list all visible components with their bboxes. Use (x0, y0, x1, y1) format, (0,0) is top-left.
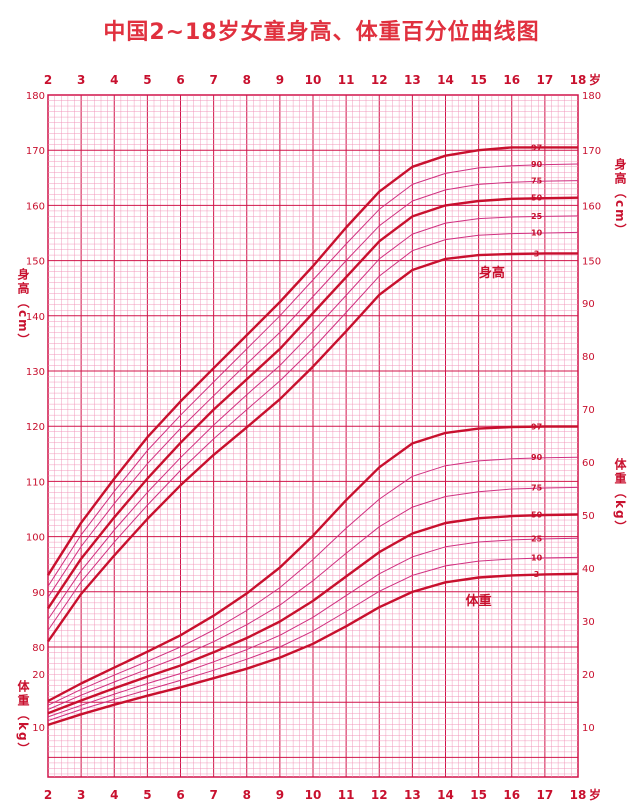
height-axis-label: 身高（cm） (16, 268, 30, 348)
height-percentile-50-line (47, 196, 579, 610)
weight-percentile-90-line (47, 456, 579, 706)
x-tick-label-top: 12 (371, 73, 388, 87)
x-tick-label-bottom: 16 (503, 788, 520, 802)
height-tick-label: 110 (26, 477, 45, 488)
x-tick-label-bottom: 8 (243, 788, 251, 802)
weight-percentile-75-line (47, 486, 579, 710)
x-tick-label-top: 2 (44, 73, 52, 87)
height-tick-label: 150 (26, 257, 45, 268)
x-tick-label-top: 18 (570, 73, 587, 87)
x-tick-label-top: 13 (404, 73, 421, 87)
x-tick-label-top: 10 (305, 73, 322, 87)
height-tick-label: 160 (26, 201, 45, 212)
height-tick-label: 100 (26, 533, 45, 544)
height-percentile-90-label: 90 (531, 160, 543, 169)
x-tick-label-bottom: 10 (305, 788, 322, 802)
height-tick-label: 90 (32, 588, 45, 599)
weight-percentile-10-label: 10 (531, 553, 543, 562)
x-tick-label-top: 15 (470, 73, 487, 87)
weight-percentile-3-line (47, 572, 579, 727)
weight-percentile-25-line (47, 537, 579, 718)
x-tick-label-bottom: 13 (404, 788, 421, 802)
x-tick-label-bottom: 6 (176, 788, 184, 802)
weight-axis-label-right: 体重（kg） (613, 458, 627, 535)
weight-curve-label: 体重 (466, 593, 492, 609)
height-tick-label: 180 (26, 91, 45, 102)
height-percentile-50-label: 50 (531, 194, 543, 203)
x-tick-label-bottom: 12 (371, 788, 388, 802)
height-tick-label-right: 170 (582, 146, 601, 157)
height-tick-label-right: 160 (582, 201, 601, 212)
weight-tick-label-right: 60 (582, 458, 595, 469)
height-tick-label: 80 (32, 643, 45, 654)
height-curve-label: 身高 (479, 265, 505, 281)
weight-tick-label-right: 40 (582, 564, 595, 575)
height-tick-label-right: 180 (582, 91, 601, 102)
x-tick-label-top: 3 (77, 73, 85, 87)
height-percentile-25-line (47, 215, 579, 620)
height-tick-label: 140 (26, 312, 45, 323)
height-percentile-97-label: 97 (531, 143, 542, 152)
height-tick-label-right: 150 (582, 257, 601, 268)
height-percentile-3-label: 3 (534, 249, 540, 258)
weight-percentile-97-line (47, 425, 578, 703)
weight-tick-label: 10 (32, 723, 45, 734)
height-percentile-75-line (47, 180, 579, 598)
x-tick-label-top: 14 (437, 73, 454, 87)
x-tick-label-bottom: 2 (44, 788, 52, 802)
age-unit-label: 岁 (589, 787, 601, 802)
x-tick-label-top: 7 (209, 73, 217, 87)
x-tick-label-bottom: 3 (77, 788, 85, 802)
weight-axis-label: 体重（kg） (16, 680, 30, 757)
weight-tick-label: 20 (32, 670, 45, 681)
x-tick-label-top: 9 (276, 73, 284, 87)
weight-percentile-3-label: 3 (534, 570, 540, 579)
age-unit-label: 岁 (589, 72, 601, 87)
x-tick-label-bottom: 14 (437, 788, 454, 802)
weight-tick-label-right: 70 (582, 405, 595, 416)
x-tick-label-top: 16 (503, 73, 520, 87)
weight-tick-label-right: 20 (582, 670, 595, 681)
weight-percentile-97-label: 97 (531, 422, 542, 431)
height-percentile-25-label: 25 (531, 212, 543, 221)
x-tick-label-top: 17 (537, 73, 554, 87)
x-tick-label-top: 11 (338, 73, 355, 87)
x-tick-label-bottom: 11 (338, 788, 355, 802)
x-tick-label-bottom: 17 (537, 788, 554, 802)
x-tick-label-bottom: 9 (276, 788, 284, 802)
height-percentile-10-label: 10 (531, 228, 543, 237)
height-axis-label-right: 身高（cm） (613, 158, 627, 238)
x-tick-label-bottom: 4 (110, 788, 118, 802)
weight-percentile-25-label: 25 (531, 534, 543, 543)
weight-tick-label-right: 80 (582, 352, 595, 363)
weight-percentile-10-line (47, 556, 579, 722)
weight-tick-label-right: 90 (582, 299, 595, 310)
weight-percentile-50-line (47, 513, 579, 715)
weight-percentile-75-label: 75 (531, 483, 543, 492)
weight-percentile-90-label: 90 (531, 453, 543, 462)
x-tick-label-bottom: 18 (570, 788, 587, 802)
x-tick-label-bottom: 7 (209, 788, 217, 802)
height-percentile-3-line (47, 252, 578, 643)
weight-percentile-50-label: 50 (531, 510, 543, 519)
x-tick-label-top: 5 (143, 73, 151, 87)
height-percentile-97-line (46, 146, 578, 576)
height-percentile-10-line (47, 231, 579, 631)
weight-tick-label-right: 50 (582, 511, 595, 522)
weight-tick-label-right: 10 (582, 723, 595, 734)
height-tick-label: 120 (26, 422, 45, 433)
height-percentile-75-label: 75 (531, 177, 543, 186)
chart-title: 中国2~18岁女童身高、体重百分位曲线图 (103, 20, 540, 45)
weight-tick-label-right: 30 (582, 617, 595, 628)
x-tick-label-top: 6 (176, 73, 184, 87)
x-tick-label-bottom: 15 (470, 788, 487, 802)
height-tick-label: 130 (26, 367, 45, 378)
x-tick-label-top: 4 (110, 73, 118, 87)
height-percentile-90-line (47, 163, 579, 587)
x-tick-label-bottom: 5 (143, 788, 151, 802)
x-tick-label-top: 8 (243, 73, 251, 87)
height-tick-label: 170 (26, 146, 45, 157)
